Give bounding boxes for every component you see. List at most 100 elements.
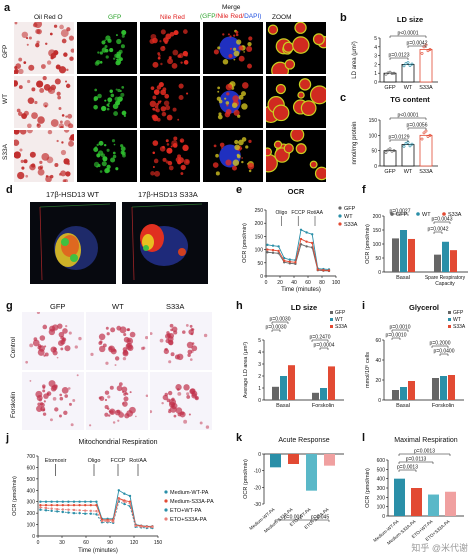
chart-j-legend-marker-1 xyxy=(164,499,168,503)
chart-b-b1-bracket xyxy=(407,45,427,48)
chart-j-point-3-7 xyxy=(78,509,81,512)
chart-b-ytick-label-2: 2 xyxy=(374,62,377,68)
chart-j-point-2-0 xyxy=(39,508,42,511)
col-title-zoom: ZOOM xyxy=(272,14,292,21)
chart-b-point-1-3 xyxy=(408,64,412,67)
chart-l-b0-bracket xyxy=(398,453,451,456)
chart-i-ytick-label-2: 40 xyxy=(375,358,381,364)
chart-l-ylabel: OCR (pmol/min) xyxy=(365,468,371,508)
chart-j-point-1-0 xyxy=(39,503,42,507)
chart-j-xtick-label-3: 90 xyxy=(107,540,113,546)
chart-e-point-2-7 xyxy=(305,240,308,243)
chart-b-point-1-2 xyxy=(406,61,410,65)
watermark: 知乎 @米代谢 xyxy=(411,543,468,553)
chart-i-b2-bracket xyxy=(431,345,449,348)
chart-j-point-0-15 xyxy=(123,492,126,495)
chart-j-legend-marker-2 xyxy=(164,508,168,512)
chart-b-b0-bracket xyxy=(389,35,427,38)
chart-j-point-1-7 xyxy=(78,503,81,507)
chart-e-point-1-3 xyxy=(283,256,286,260)
chart-j-point-2-1 xyxy=(44,509,48,512)
chart-h-ylabel: Average LD area (μm²) xyxy=(243,342,249,398)
chart-b-ytick-label-5: 5 xyxy=(374,36,377,42)
chart-j-point-3-12 xyxy=(106,520,109,523)
chart-c-xlabel-1: WT xyxy=(404,169,413,175)
chart-f-ytick-label-1: 50 xyxy=(375,256,381,262)
chart-j-point-2-8 xyxy=(84,512,87,515)
chart-f-b1-pvalue: p=0.0043 xyxy=(432,217,453,223)
chart-c-ylabel: nmol/mg protein xyxy=(352,121,358,164)
panel-b-chart: LD size LD area (μm²) 0 1 2 3 4 5 GFP WT S33A p<0.0… xyxy=(352,15,438,91)
chart-f-ytick-label-0: 0 xyxy=(378,270,381,276)
chart-k-bar-3 xyxy=(324,454,335,466)
chart-e-point-2-3 xyxy=(283,259,286,262)
panel-j-chart: Mitochondrial Respiration OCR (pmol/min) T… xyxy=(12,439,214,554)
micrograph-a-r0-c0 xyxy=(14,22,74,74)
chart-l-b2-pvalue: p=0.0013 xyxy=(397,465,418,471)
chart-f-legend-0: GFP xyxy=(396,212,408,218)
chart-j-point-3-19 xyxy=(145,525,148,529)
chart-j-point-1-8 xyxy=(84,503,87,507)
chart-e-point-0-6 xyxy=(299,243,303,246)
panel-l-letter: l xyxy=(362,432,366,444)
chart-j-point-0-16 xyxy=(128,494,132,498)
chart-c-point-1-3 xyxy=(408,144,412,148)
micrograph-a-r1-c0 xyxy=(14,76,74,128)
chart-h-bar-0-0 xyxy=(272,386,279,400)
chart-e-point-1-7 xyxy=(305,231,308,234)
chart-c-b1-bracket xyxy=(407,127,427,130)
chart-j-point-3-14 xyxy=(117,498,121,501)
chart-l-b2-bracket xyxy=(398,469,417,472)
chart-j-point-2-2 xyxy=(50,509,53,513)
chart-i-bar-0-2 xyxy=(408,381,415,400)
chart-c-bar-2 xyxy=(419,134,433,167)
chart-l-b0-pvalue: p=0.0013 xyxy=(414,449,435,455)
chart-e-point-0-0 xyxy=(266,251,269,254)
chart-i-legend-marker-2 xyxy=(448,325,451,328)
chart-h-legend-1: WT xyxy=(335,317,343,323)
panel-i-letter: i xyxy=(362,300,366,312)
chart-f-b2-pvalue: p=0.0042 xyxy=(428,227,449,233)
chart-j-annotation-3: Rot/AA xyxy=(129,458,147,464)
chart-b-ylabel: LD area (μm²) xyxy=(352,41,358,78)
chart-j-point-2-7 xyxy=(78,511,81,515)
chart-f-bar-0-0 xyxy=(392,238,399,272)
chart-e-point-1-6 xyxy=(299,228,303,231)
micrograph-a-r2-c1 xyxy=(77,130,137,182)
chart-k-b0-pvalue: p=0.001 xyxy=(284,515,302,521)
chart-c-point-2-2 xyxy=(424,129,428,133)
chart-j-legend-2: ETO+WT-PA xyxy=(170,508,202,514)
chart-j-legend-1: Medium-S33A-PA xyxy=(170,499,214,505)
chart-j-point-0-1 xyxy=(44,500,48,503)
panel-f-letter: f xyxy=(362,184,366,196)
micrograph-a-r1-c1 xyxy=(77,76,137,128)
micrograph-a-r0-c4 xyxy=(266,22,326,74)
chart-j-ytick-label-1: 100 xyxy=(27,523,36,529)
chart-h-title: LD size xyxy=(291,303,317,312)
panel-d-left-image xyxy=(30,202,116,284)
micrograph-a-r2-c4 xyxy=(266,130,326,182)
micrograph-g-r1-c1 xyxy=(86,372,148,430)
col-title-oil-red: Oil Red O xyxy=(34,14,63,21)
chart-i-b1-bracket xyxy=(391,337,401,340)
chart-i-bar-1-2 xyxy=(448,375,455,400)
chart-e-legend-marker-1 xyxy=(338,214,342,218)
micrograph-a-r1-c2 xyxy=(140,76,200,128)
chart-j-point-3-11 xyxy=(100,519,104,523)
chart-j-annotation-0: Etomoxir xyxy=(45,458,67,464)
chart-h-xlabel-0: Basal xyxy=(276,403,290,409)
chart-f-legend-marker-0 xyxy=(390,212,394,216)
chart-h-ytick-label-5: 5 xyxy=(258,338,261,344)
chart-b-b2-pvalue: p=0.0123 xyxy=(389,53,410,59)
row-label-s33a: S33A xyxy=(2,144,9,160)
chart-e-ytick-label-3: 150 xyxy=(255,234,264,240)
chart-e-legend-marker-2 xyxy=(338,222,342,226)
chart-j-point-2-5 xyxy=(67,511,70,514)
chart-e-legend-2: S33A xyxy=(344,222,358,228)
chart-j-point-0-5 xyxy=(67,500,70,503)
chart-l-title: Maximal Respiration xyxy=(394,437,458,444)
micrograph-a-r2-c2 xyxy=(140,130,200,182)
chart-j-point-3-4 xyxy=(61,508,64,511)
panel-j-letter: j xyxy=(6,432,10,444)
chart-k-bar-1 xyxy=(288,454,299,464)
